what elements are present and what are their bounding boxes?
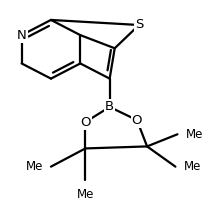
Text: Me: Me (186, 128, 203, 141)
Text: N: N (17, 29, 26, 42)
Text: Me: Me (26, 160, 43, 173)
Text: B: B (105, 100, 114, 113)
Text: Me: Me (77, 188, 94, 201)
Text: S: S (135, 18, 143, 32)
Text: O: O (132, 114, 142, 127)
Text: O: O (80, 116, 91, 129)
Text: Me: Me (183, 160, 201, 173)
